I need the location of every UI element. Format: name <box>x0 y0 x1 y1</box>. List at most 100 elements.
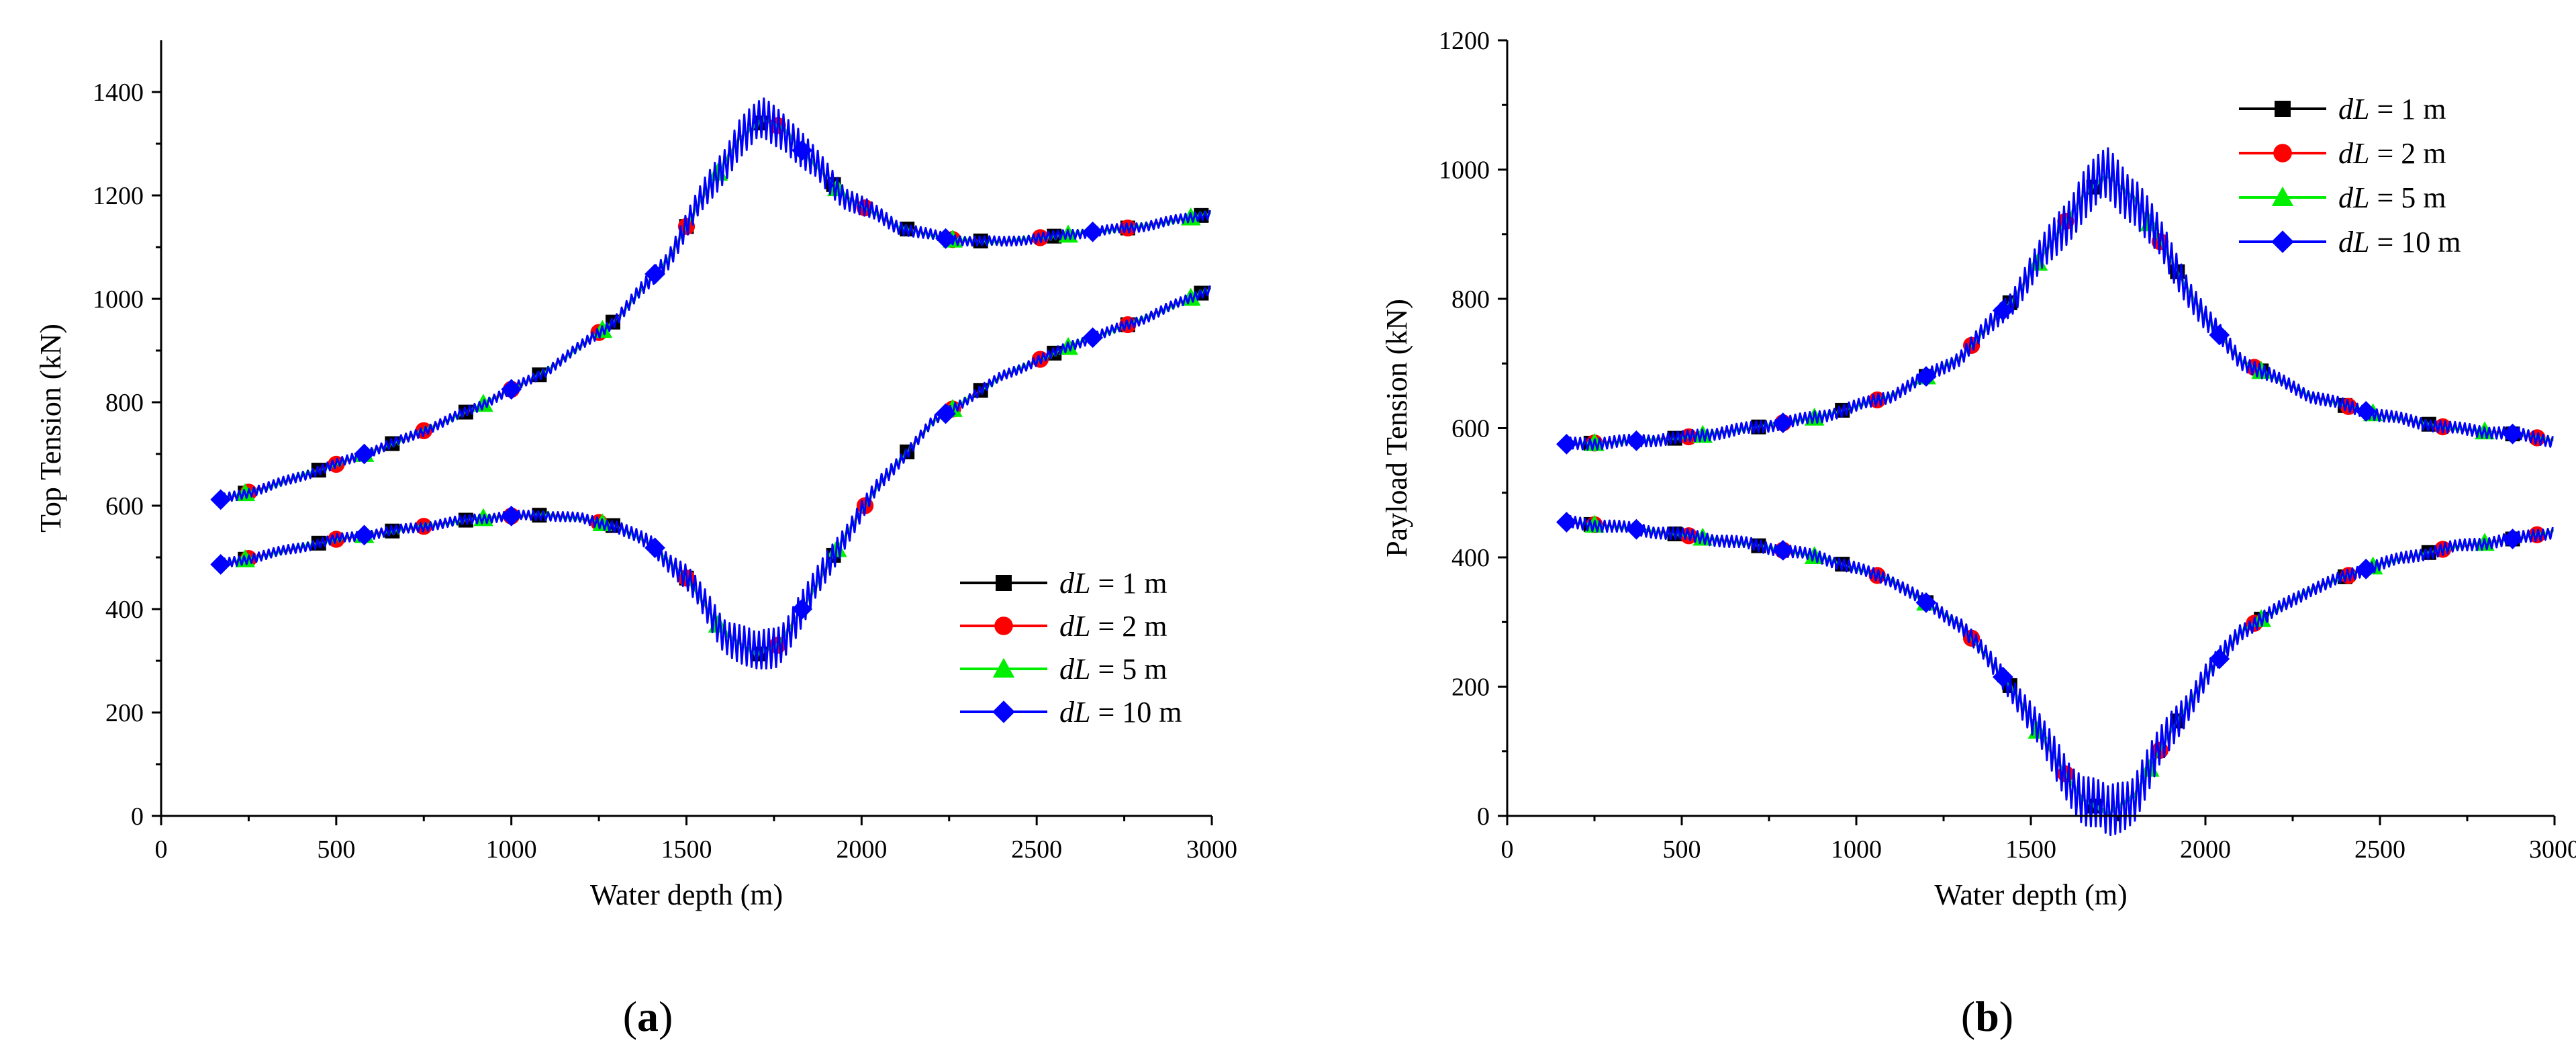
data-point-marker <box>1626 430 1647 451</box>
legend-entry-label: dL = 10 m <box>1059 696 1182 729</box>
series-group <box>210 97 1212 670</box>
x-axis-title: Water depth (m) <box>1934 878 2127 911</box>
legend: dL = 1 m dL = 2 m dL = 5 m dL = 10 m <box>2239 93 2461 259</box>
x-tick-label: 2000 <box>2180 835 2231 864</box>
series-line-lower <box>1562 514 2554 836</box>
x-axis-title: Water depth (m) <box>590 878 783 911</box>
data-point-marker <box>935 403 956 424</box>
series-line-upper <box>1562 172 2554 449</box>
legend-marker <box>2271 230 2294 253</box>
data-point-marker <box>1556 433 1577 455</box>
data-point-marker <box>210 554 232 575</box>
y-axis-title: Top Tension (kN) <box>34 324 67 533</box>
y-tick-label: 800 <box>105 389 144 417</box>
data-point-marker <box>792 598 813 620</box>
data-point-marker <box>1626 518 1647 540</box>
y-tick-label: 400 <box>105 596 144 624</box>
legend-marker <box>992 657 1015 678</box>
data-point-marker <box>1082 221 1104 242</box>
x-tick-label: 2000 <box>836 835 887 864</box>
chart-panel-a: 0 500 1000 1500 2000 2500 3000 0 200 400 600 800 100… <box>34 40 1237 1040</box>
data-point-marker <box>1082 327 1104 349</box>
legend-entry-label: dL = 2 m <box>2338 137 2446 170</box>
data-point-marker <box>1772 412 1794 434</box>
y-tick-label: 0 <box>1477 802 1490 831</box>
data-point-marker <box>1915 592 1937 613</box>
legend-marker <box>996 575 1012 591</box>
data-point-marker <box>645 537 665 559</box>
data-point-marker <box>354 443 375 465</box>
legend-entry-label: dL = 1 m <box>1059 567 1167 600</box>
y-tick-label: 1200 <box>93 182 144 210</box>
x-tick-label: 1000 <box>486 835 537 864</box>
y-tick-label: 1000 <box>93 285 144 314</box>
data-point-marker <box>2355 401 2377 422</box>
legend: dL = 1 m dL = 2 m dL = 5 m dL = 10 m <box>960 567 1182 729</box>
legend-entry-label: dL = 1 m <box>2338 93 2446 126</box>
series-dL-5m <box>1562 172 2555 818</box>
legend-marker <box>2275 101 2291 117</box>
x-tick-label: 1000 <box>1831 835 1882 864</box>
series-group <box>1556 147 2555 836</box>
data-point-marker <box>2502 529 2523 549</box>
legend-marker <box>2271 186 2294 206</box>
data-point-marker <box>2209 648 2230 670</box>
data-point-marker <box>1772 540 1794 561</box>
data-point-marker <box>1993 666 2013 688</box>
y-tick-label: 1000 <box>1439 156 1490 185</box>
x-tick-label: 0 <box>1501 835 1514 864</box>
y-axis-title: Payload Tension (kN) <box>1380 299 1413 557</box>
x-tick-label: 3000 <box>2529 835 2576 864</box>
data-point-marker <box>792 140 813 161</box>
series-dL-1m <box>1562 173 2554 817</box>
legend-entry-label: dL = 5 m <box>1059 653 1167 686</box>
y-tick-label: 0 <box>131 802 144 831</box>
panel-label: (a) <box>623 993 673 1040</box>
y-tick-label: 1200 <box>1439 27 1490 55</box>
data-point-marker <box>1915 366 1937 387</box>
legend-entry-label: dL = 5 m <box>2338 181 2446 214</box>
data-point-marker <box>501 506 522 526</box>
legend-marker <box>992 700 1015 723</box>
data-point-marker <box>2209 324 2230 346</box>
data-point-marker <box>1556 512 1577 533</box>
y-tick-label: 1400 <box>93 79 144 107</box>
series-dL-10m <box>210 97 1211 670</box>
data-point-marker <box>935 228 956 249</box>
data-point-marker <box>2502 423 2523 445</box>
series-line-lower <box>216 286 1211 659</box>
series-line-upper <box>1562 147 2554 451</box>
y-tick-label: 400 <box>1451 544 1490 572</box>
y-tick-label: 200 <box>1451 674 1490 702</box>
x-tick-label: 2500 <box>1011 835 1062 864</box>
x-tick-label: 1500 <box>2005 835 2056 864</box>
data-point-marker <box>354 524 375 546</box>
series-line-upper <box>216 97 1211 504</box>
data-point-marker <box>1993 300 2013 321</box>
series-line-lower <box>216 285 1212 660</box>
y-tick-label: 200 <box>105 699 144 727</box>
legend-entry-label: dL = 2 m <box>1059 610 1167 643</box>
panel-label: (b) <box>1961 993 2013 1040</box>
y-tick-label: 600 <box>105 492 144 520</box>
legend-marker <box>2273 144 2292 163</box>
legend-entry-label: dL = 10 m <box>2338 226 2461 259</box>
series-line-lower <box>216 287 1211 658</box>
data-point-marker <box>210 489 232 510</box>
y-tick-label: 800 <box>1451 285 1490 314</box>
x-tick-label: 3000 <box>1186 835 1237 864</box>
y-tick-label: 600 <box>1451 415 1490 443</box>
x-tick-label: 2500 <box>2354 835 2405 864</box>
data-point-marker <box>501 379 522 400</box>
legend-marker <box>994 616 1013 635</box>
data-point-marker <box>2355 558 2377 580</box>
x-tick-label: 1500 <box>661 835 712 864</box>
axis-frame <box>160 40 1212 817</box>
series-dL-2m <box>1562 173 2554 817</box>
x-tick-label: 0 <box>155 835 168 864</box>
data-point-marker <box>645 263 665 285</box>
series-line-upper <box>1562 173 2554 447</box>
series-dL-10m <box>1556 147 2554 836</box>
chart-panel-b: 0 500 1000 1500 2000 2500 3000 0 200 400 600 800 100… <box>1380 27 2576 1040</box>
